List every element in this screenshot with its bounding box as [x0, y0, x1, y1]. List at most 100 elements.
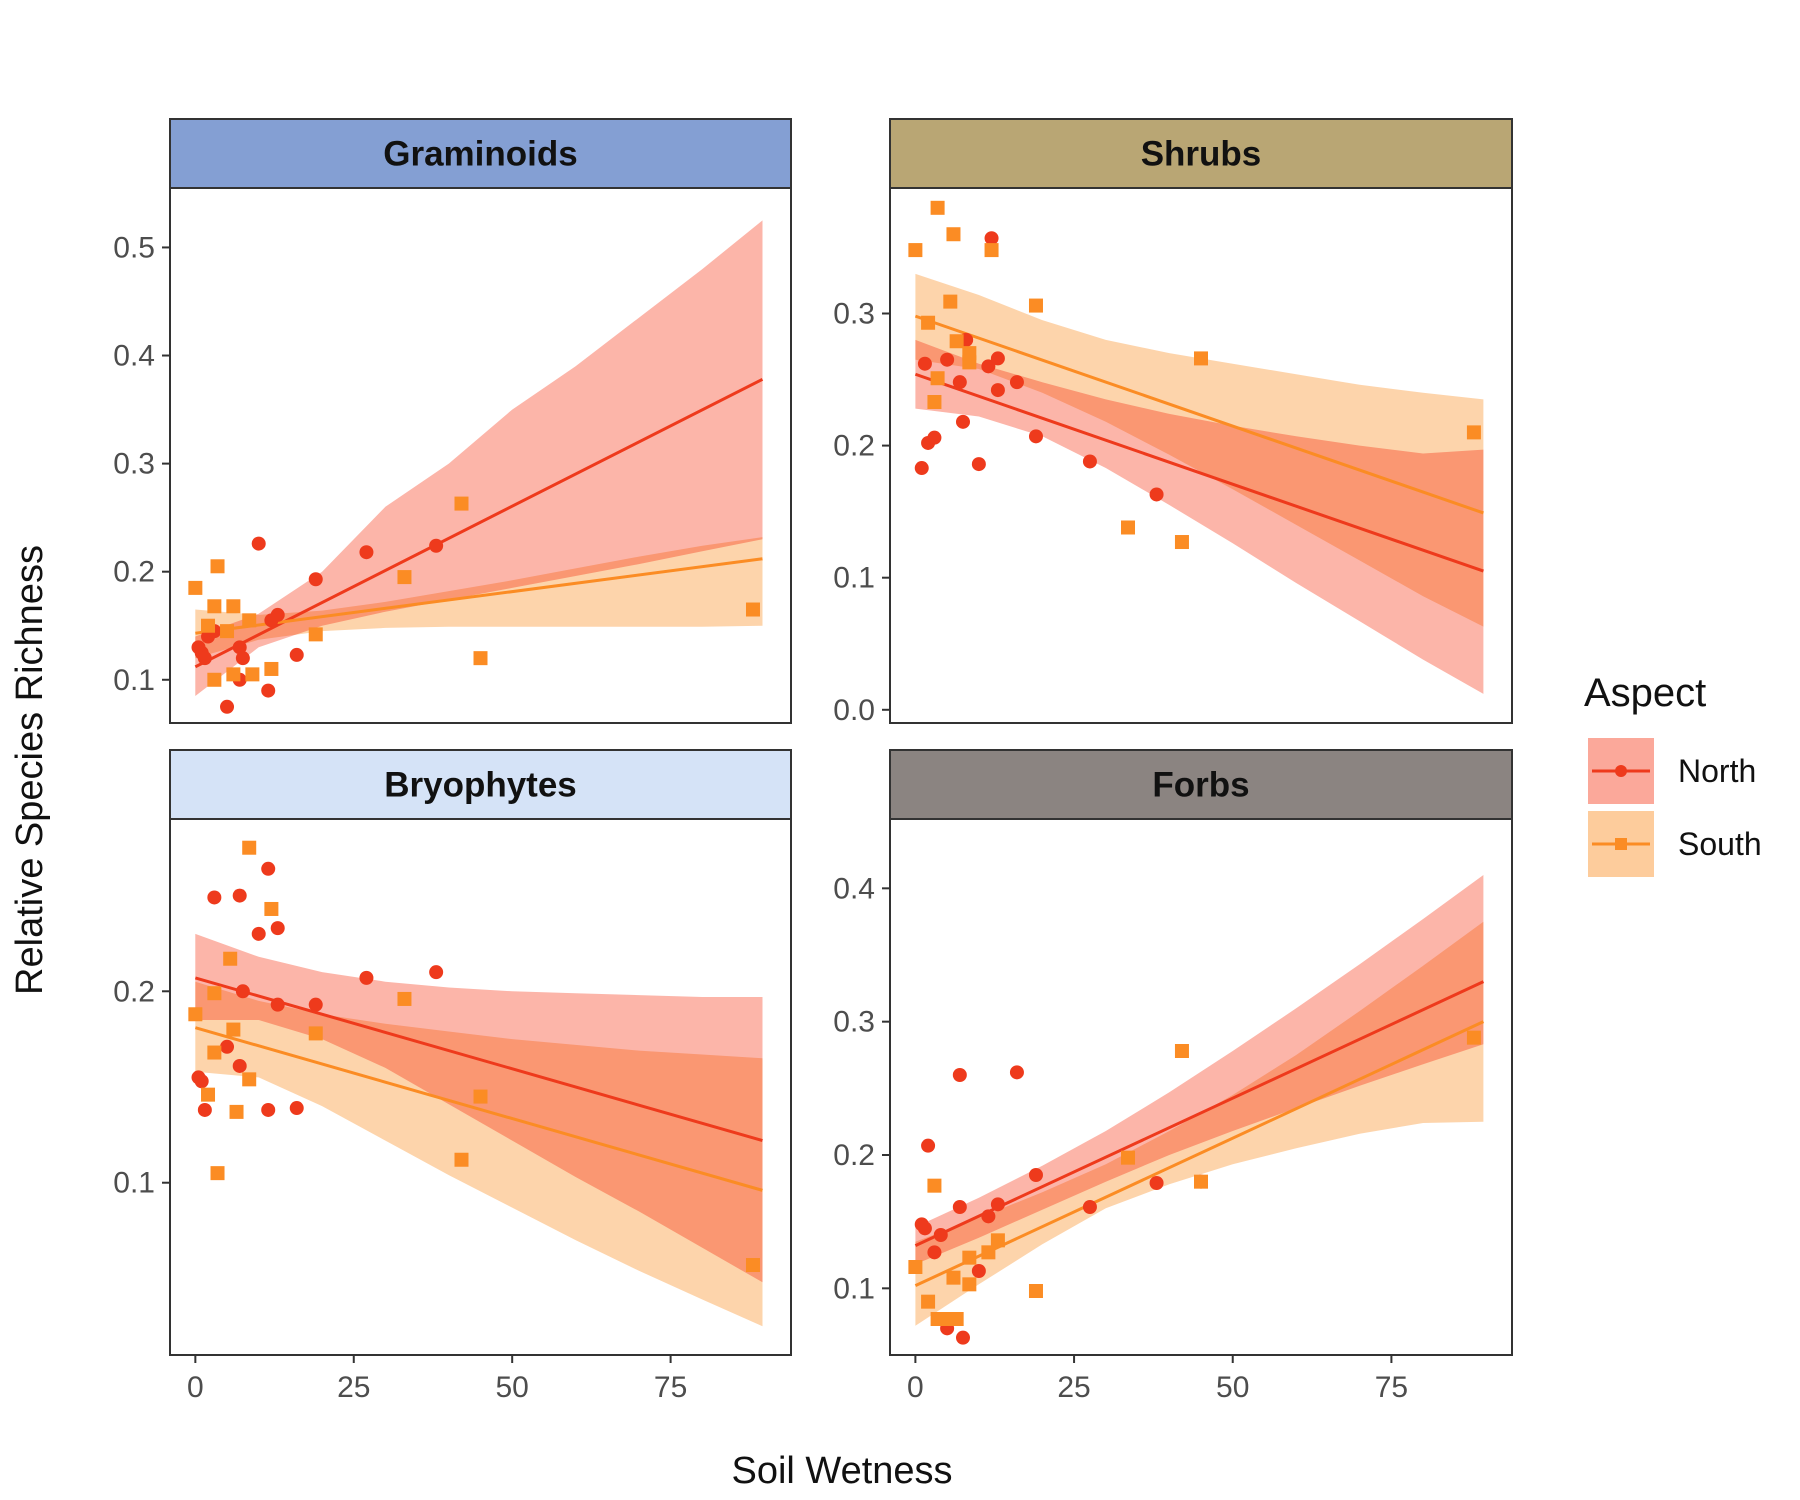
- confidence-band-south: [915, 921, 1484, 1326]
- data-point-south: [1028, 1284, 1043, 1298]
- data-point-north: [981, 359, 996, 374]
- panel-forbs: Forbs 0.1 0.2 0.3 0.4 0 25 50 75: [833, 749, 1513, 1404]
- data-point-north: [927, 430, 942, 445]
- data-point-north: [194, 1074, 209, 1089]
- data-point-south: [188, 580, 203, 595]
- y-tick-label-forbs: 0.2: [833, 1139, 875, 1172]
- data-point-north: [971, 457, 986, 472]
- data-point-south: [201, 1087, 216, 1102]
- fit-line-south: [195, 557, 763, 635]
- data-point-north: [914, 461, 929, 476]
- data-point-north: [359, 545, 374, 560]
- data-point-south: [226, 1022, 241, 1037]
- y-tick-label-graminoids: 0.4: [113, 340, 155, 373]
- data-point-north: [270, 921, 285, 936]
- data-point-north: [1082, 1200, 1097, 1214]
- data-point-south: [473, 651, 488, 666]
- data-point-south: [1121, 1150, 1136, 1165]
- facet-panels: Graminoids 0.1 0.2 0.3 0.4 0.5 Shrubs 0.0 0.1 0.2…: [113, 118, 1513, 1404]
- data-point-south: [962, 355, 977, 370]
- data-point-south: [946, 1270, 961, 1285]
- data-point-north: [261, 1102, 276, 1117]
- x-tick-label-forbs: 50: [1216, 1371, 1249, 1404]
- data-point-north: [990, 1197, 1005, 1212]
- data-point-south: [210, 559, 225, 574]
- data-point-north: [207, 890, 222, 905]
- data-point-south: [242, 613, 257, 628]
- legend-title: Aspect: [1584, 671, 1706, 715]
- data-point-south: [242, 1072, 257, 1087]
- data-point-south: [962, 1277, 977, 1292]
- panel-graminoids: Graminoids 0.1 0.2 0.3 0.4 0.5: [113, 118, 792, 724]
- data-point-south: [264, 901, 279, 916]
- data-point-north: [197, 1102, 212, 1117]
- data-point-north: [927, 1245, 942, 1260]
- data-point-south: [207, 672, 222, 687]
- data-point-north: [955, 414, 970, 429]
- data-point-south: [397, 991, 412, 1006]
- y-tick-label-graminoids: 0.2: [113, 556, 155, 589]
- data-point-north: [1028, 1168, 1043, 1182]
- x-tick-label-bryophytes: 50: [495, 1371, 528, 1404]
- data-point-south: [226, 667, 241, 682]
- data-point-south: [921, 315, 936, 330]
- strip-label-bryophytes: Bryophytes: [384, 766, 577, 805]
- strip-label-shrubs: Shrubs: [1141, 135, 1262, 174]
- data-point-south: [229, 1104, 244, 1119]
- strip-graminoids: [169, 118, 792, 189]
- data-point-south: [745, 602, 760, 617]
- data-point-north: [429, 965, 444, 980]
- panel-border-forbs: [889, 818, 1513, 1356]
- data-point-south: [308, 1026, 323, 1041]
- data-point-north: [359, 970, 374, 985]
- data-point-south: [207, 599, 222, 614]
- legend-label-south: South: [1678, 826, 1762, 862]
- data-point-south: [908, 243, 923, 258]
- y-tick-label-shrubs: 0.1: [833, 562, 875, 595]
- data-point-south: [454, 1152, 469, 1167]
- data-point-north: [261, 861, 276, 876]
- y-tick-label-bryophytes: 0.2: [113, 975, 155, 1008]
- data-point-north: [270, 607, 285, 622]
- data-point-north: [1009, 1065, 1024, 1080]
- fit-line-north: [194, 377, 764, 669]
- panel-border-graminoids: [169, 187, 792, 724]
- legend-label-north: North: [1678, 753, 1756, 789]
- data-point-south: [473, 1089, 488, 1104]
- data-point-south: [946, 227, 961, 242]
- panel-shrubs: Shrubs 0.0 0.1 0.2 0.3: [833, 118, 1513, 727]
- data-point-north: [981, 1209, 996, 1224]
- strip-label-forbs: Forbs: [1152, 766, 1249, 805]
- legend-keys: North South: [1588, 738, 1762, 877]
- data-point-south: [1174, 1044, 1189, 1058]
- data-point-north: [232, 640, 247, 655]
- panel-border-bryophytes: [169, 818, 792, 1356]
- data-point-north: [232, 1058, 247, 1073]
- data-point-south: [990, 1233, 1005, 1248]
- data-point-north: [933, 1228, 948, 1242]
- legend-marker-south: [1615, 838, 1627, 850]
- data-point-south: [927, 395, 942, 409]
- x-axis-title: Soil Wetness: [731, 1450, 952, 1492]
- fit-line-south: [914, 314, 1484, 515]
- data-point-south: [949, 334, 964, 349]
- fit-line-south: [194, 1026, 763, 1192]
- plot-contents-forbs: [908, 875, 1485, 1345]
- data-point-north: [952, 1068, 967, 1082]
- data-point-south: [242, 840, 257, 855]
- data-point-south: [1194, 1174, 1208, 1189]
- data-point-north: [955, 1330, 970, 1345]
- strip-forbs: [889, 749, 1513, 820]
- data-point-north: [971, 1264, 986, 1278]
- y-tick-label-graminoids: 0.3: [113, 448, 155, 481]
- data-point-north: [289, 1101, 304, 1116]
- data-point-north: [251, 926, 266, 941]
- strip-label-graminoids: Graminoids: [383, 135, 577, 174]
- confidence-band-north: [915, 875, 1484, 1265]
- legend-key-north: North: [1588, 738, 1756, 804]
- plot-contents-graminoids: [188, 220, 764, 714]
- data-point-north: [990, 351, 1005, 366]
- y-tick-label-shrubs: 0.0: [833, 694, 875, 727]
- data-point-north: [990, 383, 1005, 398]
- x-tick-label-forbs: 75: [1375, 1371, 1408, 1404]
